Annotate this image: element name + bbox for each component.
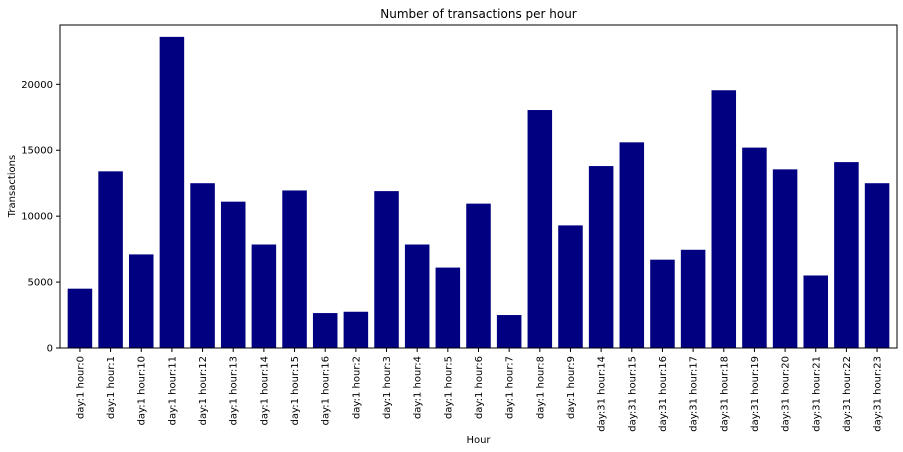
bar (650, 259, 675, 348)
x-tick-label: day:1 hour:12 (198, 356, 209, 425)
y-tick-label: 10000 (21, 212, 53, 223)
x-tick-label: day:1 hour:1 (106, 356, 117, 419)
x-tick-label: day:31 hour:16 (658, 356, 669, 432)
x-tick-label: day:1 hour:14 (259, 356, 270, 425)
bar (864, 183, 890, 348)
x-tick-label: day:1 hour:3 (382, 356, 393, 419)
bar (527, 110, 553, 348)
bar (435, 267, 461, 348)
x-tick-label: day:31 hour:17 (689, 356, 700, 432)
chart-title: Number of transactions per hour (380, 7, 577, 21)
y-tick-label: 5000 (28, 278, 53, 289)
x-tick-label: day:1 hour:10 (137, 356, 148, 425)
x-tick-label: day:1 hour:0 (75, 356, 86, 419)
x-tick-label: day:31 hour:15 (627, 356, 638, 432)
bar (742, 147, 767, 348)
x-tick-label: day:1 hour:11 (167, 356, 178, 425)
x-tick-label: day:1 hour:5 (443, 356, 454, 419)
bar (251, 244, 277, 348)
bar (680, 249, 706, 348)
bar (343, 311, 369, 348)
bar (711, 90, 737, 348)
x-tick-label: day:1 hour:9 (566, 356, 577, 419)
x-tick-label: day:31 hour:22 (842, 356, 853, 432)
bar (374, 191, 399, 348)
x-tick-label: day:1 hour:16 (321, 356, 332, 425)
x-tick-label: day:31 hour:14 (597, 356, 608, 432)
bar (619, 142, 645, 348)
bar (282, 190, 307, 348)
x-tick-label: day:1 hour:2 (351, 356, 362, 419)
bar (404, 244, 430, 348)
bar (190, 183, 215, 348)
x-tick-label: day:1 hour:15 (290, 356, 301, 425)
bar (803, 275, 829, 348)
x-tick-label: day:1 hour:8 (535, 356, 546, 419)
plot-area: 0 5000 10000 15000 20000 day:1 hour:0 day:1 ho… (21, 24, 898, 432)
x-tick-label: day:1 hour:6 (474, 356, 485, 419)
y-tick-label: 0 (47, 344, 53, 355)
x-tick-label: day:31 hour:20 (781, 356, 792, 432)
x-tick-label: day:31 hour:18 (719, 356, 730, 432)
x-tick-label: day:1 hour:4 (413, 356, 424, 419)
bar (159, 36, 185, 349)
bar (496, 315, 522, 348)
x-tick-label: day:31 hour:19 (750, 356, 761, 432)
x-tick-label: day:31 hour:21 (811, 356, 822, 432)
bar (220, 201, 246, 348)
x-tick-label: day:1 hour:7 (505, 356, 516, 419)
bar (834, 162, 859, 348)
x-tick-label: day:1 hour:13 (229, 356, 240, 425)
bar (128, 254, 154, 348)
x-tick-label: day:31 hour:23 (873, 356, 884, 432)
y-tick-label: 15000 (21, 146, 53, 157)
bar (588, 166, 614, 348)
bar (466, 203, 491, 348)
bar (558, 225, 583, 348)
bar (67, 288, 93, 348)
y-axis-title: Transactions (7, 155, 18, 218)
bar (98, 171, 123, 348)
bar (312, 313, 338, 348)
bar (772, 169, 798, 348)
x-axis-title: Hour (466, 435, 491, 446)
y-tick-label: 20000 (21, 80, 53, 91)
